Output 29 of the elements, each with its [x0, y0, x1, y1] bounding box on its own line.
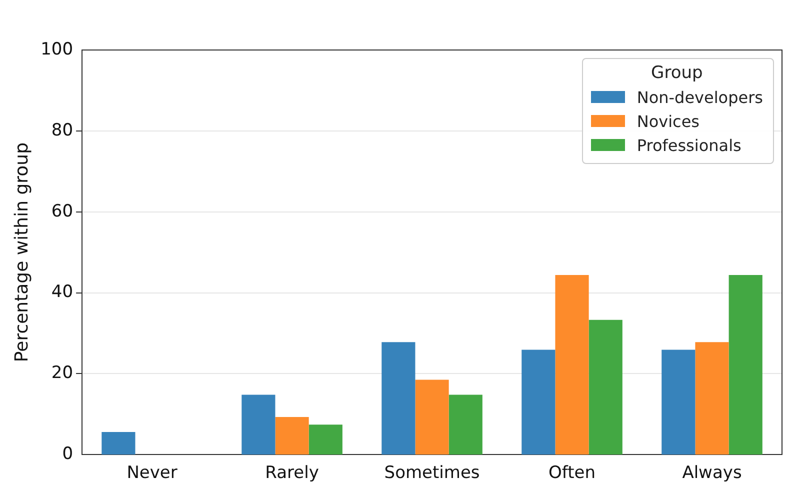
y-axis-title: Percentage within group [11, 142, 32, 362]
bar [275, 416, 309, 455]
bar [102, 432, 136, 455]
bar [728, 274, 762, 455]
x-tick-label: Sometimes [384, 463, 480, 484]
y-tick-label: 60 [51, 201, 74, 222]
legend-label: Professionals [636, 136, 742, 154]
y-tick-label: 100 [40, 39, 74, 60]
bar [588, 320, 622, 455]
bar [308, 424, 342, 455]
bar [382, 342, 416, 455]
bar [695, 342, 729, 455]
legend-title: Group [650, 63, 704, 83]
y-tick-label: 0 [62, 444, 74, 464]
bar [448, 394, 482, 455]
y-tick-label: 40 [51, 282, 74, 302]
bar [555, 274, 589, 455]
bar [662, 350, 696, 455]
bar [522, 350, 556, 455]
bar [415, 380, 449, 455]
legend-label: Non-developers [636, 88, 763, 106]
x-tick-label: Always [682, 463, 742, 484]
bar [242, 394, 276, 455]
x-tick-label: Never [126, 463, 178, 484]
legend-label: Novices [636, 112, 700, 130]
x-tick-label: Rarely [265, 463, 319, 484]
y-tick-label: 20 [51, 363, 74, 384]
y-tick-label: 80 [51, 120, 74, 140]
x-tick-label: Often [548, 463, 596, 484]
